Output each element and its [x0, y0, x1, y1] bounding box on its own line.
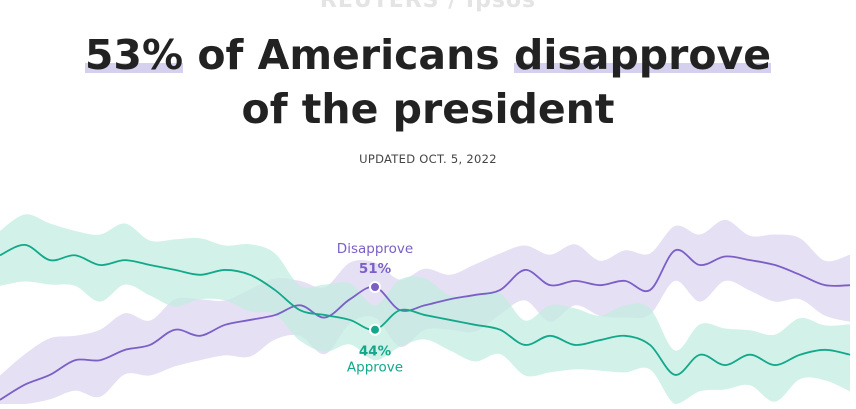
disapprove-label: Disapprove — [337, 241, 413, 257]
disapprove-marker[interactable] — [369, 281, 382, 293]
approve-label: Approve — [347, 360, 403, 376]
reuters-ipsos-logo: REUTERS / Ipsos — [319, 0, 537, 13]
approve-marker[interactable] — [369, 323, 382, 336]
approve-confidence-band — [0, 214, 851, 404]
title-highlight-percent: 53% — [84, 31, 184, 79]
updated-date: UPDATED OCT. 5, 2022 — [359, 152, 497, 166]
page-title: 53% of Americans disapprove of the presid… — [0, 28, 856, 136]
title-text-line2: of the president — [241, 85, 615, 133]
disapprove-line — [0, 248, 851, 401]
disapprove-value-label: 51% — [359, 261, 392, 277]
approve-line — [0, 244, 851, 376]
approve-value-label: 44% — [359, 344, 392, 360]
title-text: of Americans — [183, 31, 514, 79]
title-highlight-word: disapprove — [513, 31, 772, 79]
